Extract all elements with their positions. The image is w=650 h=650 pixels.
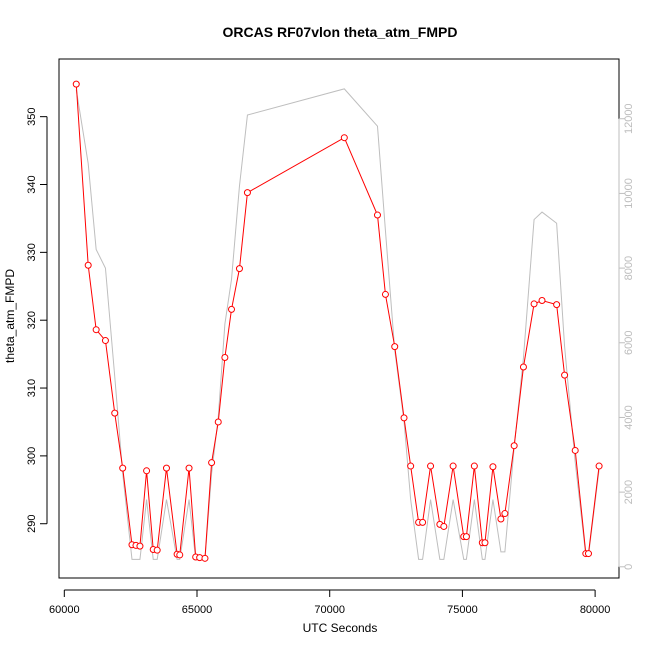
data-point (419, 518, 427, 526)
data-point (489, 463, 497, 471)
data-point (101, 337, 109, 345)
data-point (481, 539, 489, 547)
x-tick-label: 80000 (580, 604, 611, 616)
secondary-series (75, 88, 600, 560)
y2-tick-label: 6000 (623, 331, 635, 355)
data-point (470, 462, 478, 470)
data-point (427, 462, 435, 470)
data-point (340, 134, 348, 142)
y-tick-label: 290 (26, 515, 38, 533)
data-point (571, 446, 579, 454)
data-point (201, 554, 209, 562)
data-point (400, 414, 408, 422)
data-point (228, 305, 236, 313)
plot-frame (58, 58, 620, 579)
secondary-series-line (75, 88, 600, 560)
x-tick-label: 65000 (182, 604, 213, 616)
data-point (92, 326, 100, 334)
data-point (119, 464, 127, 472)
y-tick-label: 330 (26, 243, 38, 261)
y2-tick-label: 2000 (623, 480, 635, 504)
data-point (143, 467, 151, 475)
y2-tick-label: 0 (623, 564, 635, 570)
data-point (136, 542, 144, 550)
y2-tick-label: 12000 (623, 103, 635, 134)
data-point (72, 80, 80, 88)
data-point (553, 301, 561, 309)
data-point (235, 265, 243, 273)
data-point (561, 371, 569, 379)
y-axis-left: 290 300 310 320 330 340 350 (26, 107, 48, 533)
data-point (111, 409, 119, 417)
data-point (407, 462, 415, 470)
data-point (391, 343, 399, 351)
data-point (153, 546, 161, 554)
data-point (221, 354, 229, 362)
x-tick-label: 75000 (447, 604, 478, 616)
y-tick-label: 340 (26, 175, 38, 193)
x-axis-title: UTC Seconds (303, 621, 378, 635)
y-tick-label: 300 (26, 447, 38, 465)
data-point (440, 522, 448, 530)
y-tick-label: 350 (26, 107, 38, 125)
data-point (449, 462, 457, 470)
data-point (519, 363, 527, 371)
data-point (162, 464, 170, 472)
data-point (176, 551, 184, 559)
y2-tick-label: 10000 (623, 178, 635, 209)
y2-tick-label: 8000 (623, 256, 635, 280)
data-point (381, 290, 389, 298)
data-point (185, 464, 193, 472)
y-tick-label: 310 (26, 379, 38, 397)
data-point (84, 261, 92, 269)
data-point (373, 211, 381, 219)
data-point (214, 418, 222, 426)
primary-series (72, 80, 603, 562)
x-tick-label: 70000 (314, 604, 345, 616)
chart-title: ORCAS RF07vlon theta_atm_FMPD (223, 24, 458, 40)
data-point (462, 533, 470, 541)
data-point (584, 550, 592, 558)
y-axis-title: theta_atm_FMPD (3, 269, 17, 363)
x-tick-label: 60000 (49, 604, 80, 616)
y-tick-label: 320 (26, 311, 38, 329)
data-point (501, 510, 509, 518)
data-point (538, 297, 546, 305)
data-point (497, 515, 505, 523)
primary-series-line (75, 84, 600, 559)
x-axis: 60000 65000 70000 75000 80000 (49, 589, 611, 616)
data-point (595, 462, 603, 470)
y2-tick-label: 4000 (623, 405, 635, 429)
data-point (530, 300, 538, 308)
data-point (510, 442, 518, 450)
y-axis-right: 0 2000 4000 6000 8000 10000 12000 (618, 103, 635, 570)
data-point (208, 459, 216, 467)
data-point (243, 189, 251, 197)
